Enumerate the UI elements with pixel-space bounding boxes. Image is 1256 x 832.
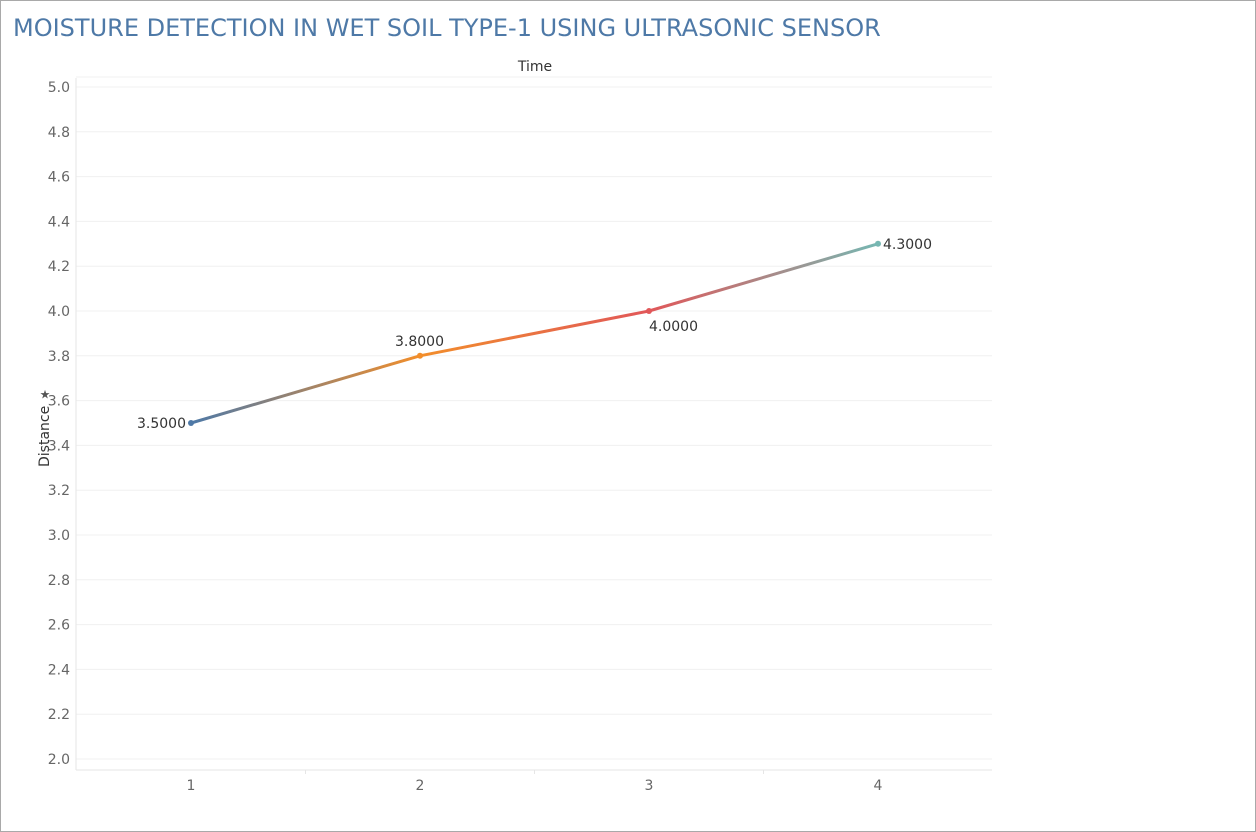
data-label: 3.5000 [137, 416, 186, 432]
y-tick-label: 3.6 [48, 394, 70, 410]
y-tick-label: 4.8 [48, 125, 70, 141]
y-tick-label: 2.0 [48, 752, 70, 768]
x-tick-label: 1 [187, 778, 196, 794]
y-tick-label: 2.2 [48, 707, 70, 723]
x-tick-label: 2 [416, 778, 425, 794]
y-tick-label: 3.0 [48, 528, 70, 544]
data-point [417, 352, 423, 359]
data-label: 4.0000 [649, 319, 698, 335]
y-tick-label: 4.2 [48, 259, 70, 275]
y-tick-label: 2.8 [48, 573, 70, 589]
y-tick-label: 3.8 [48, 349, 70, 365]
y-tick-label: 3.2 [48, 483, 70, 499]
chart-title: MOISTURE DETECTION IN WET SOIL TYPE-1 US… [13, 14, 881, 42]
y-tick-label: 2.4 [48, 662, 70, 678]
data-point [188, 420, 194, 426]
y-tick-label: 3.4 [48, 438, 70, 454]
line-segment [647, 242, 880, 313]
data-label: 3.8000 [395, 334, 444, 350]
data-point [646, 308, 652, 314]
x-axis-header: Time [517, 59, 553, 75]
y-tick-label: 4.4 [48, 214, 70, 230]
y-tick-label: 5.0 [48, 80, 70, 96]
data-label: 4.3000 [883, 237, 932, 253]
line-segment [418, 309, 651, 358]
x-tick-label: 4 [874, 778, 883, 794]
y-tick-label: 4.6 [48, 170, 70, 186]
data-point [875, 240, 881, 247]
x-tick-label: 3 [645, 778, 654, 794]
y-tick-label: 2.6 [48, 618, 70, 634]
y-tick-label: 4.0 [48, 304, 70, 320]
line-segment [189, 354, 422, 425]
